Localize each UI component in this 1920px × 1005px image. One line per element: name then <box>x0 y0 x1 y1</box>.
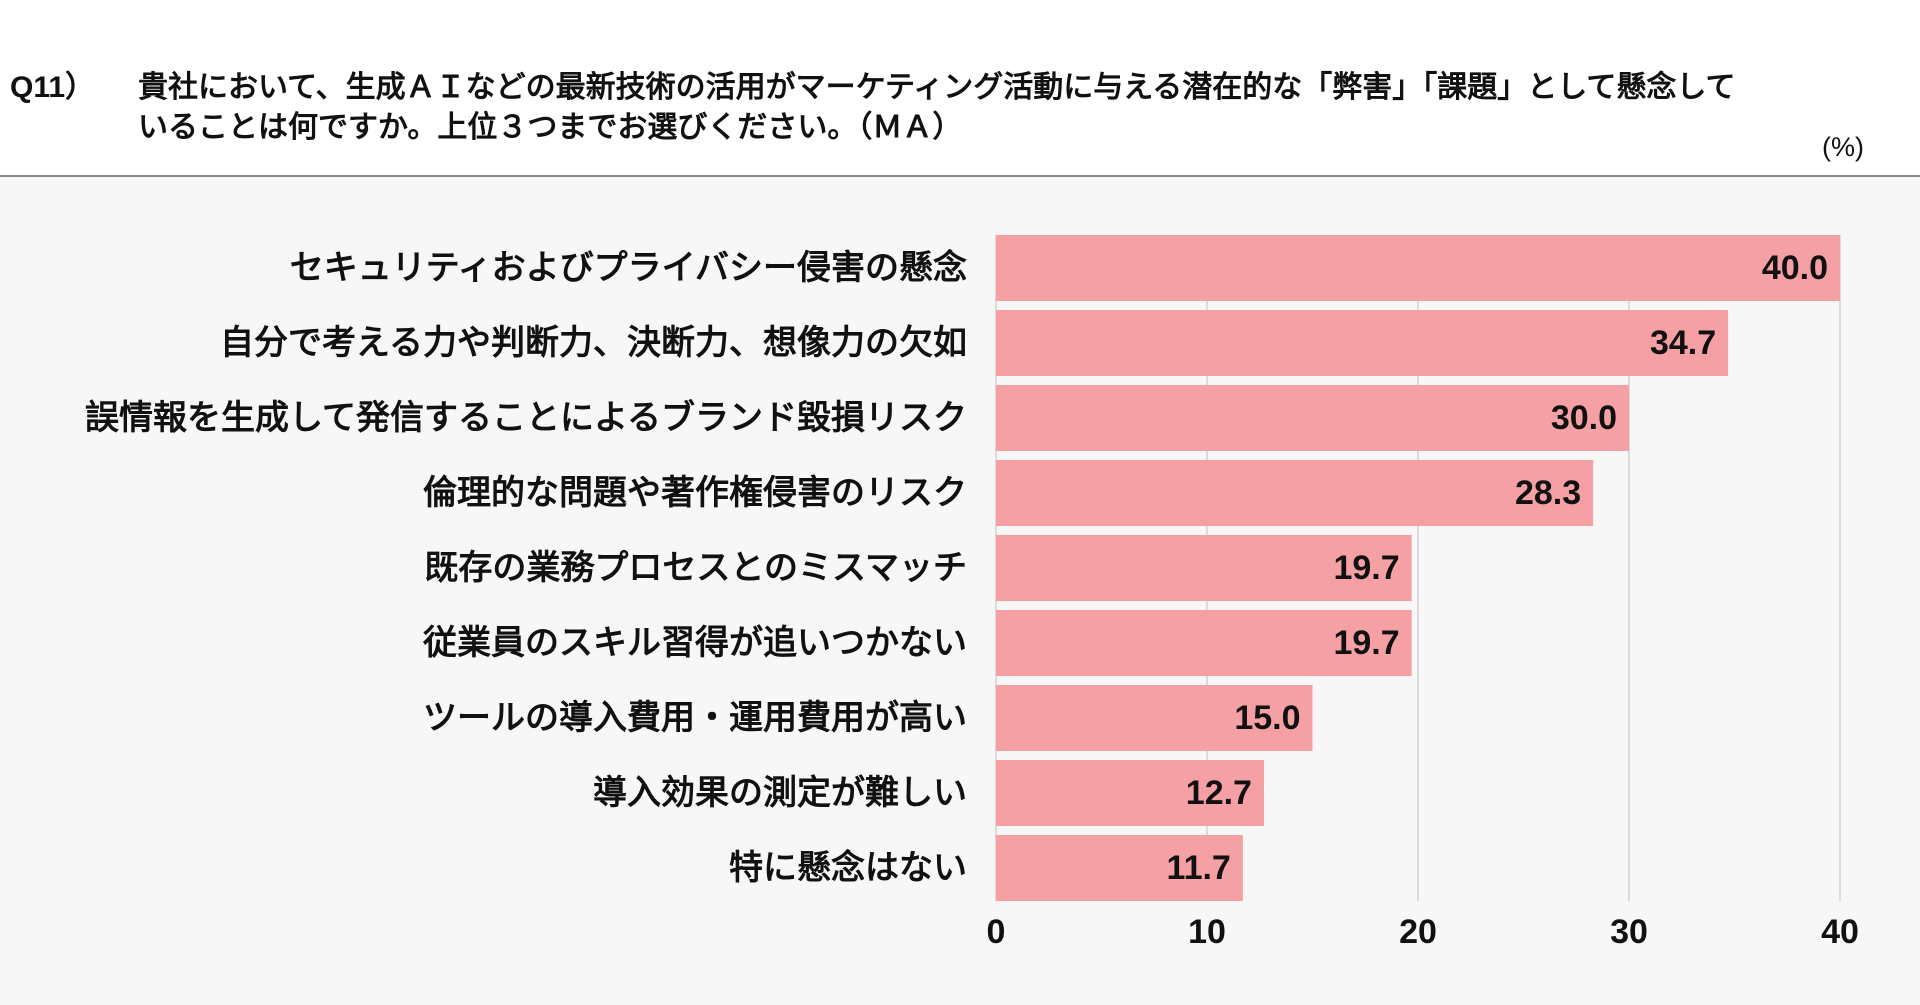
data-label: 12.7 <box>1186 774 1252 812</box>
x-tick-label: 30 <box>1610 913 1648 951</box>
category-label: セキュリティおよびプライバシー侵害の懸念 <box>290 248 967 287</box>
category-label: 導入効果の測定が難しい <box>593 774 967 812</box>
category-label: 倫理的な問題や著作権侵害のリスク <box>423 474 967 512</box>
bar <box>996 610 1412 676</box>
bar <box>996 535 1412 601</box>
bar <box>996 310 1729 376</box>
header-divider <box>0 175 1920 177</box>
x-tick-label: 20 <box>1399 913 1437 951</box>
bar <box>996 760 1264 826</box>
x-tick-label: 0 <box>987 913 1006 951</box>
category-label: 自分で考える力や判断力、決断力、想像力の欠如 <box>220 323 967 362</box>
question-line-1: 貴社において、生成ＡＩなどの最新技術の活用がマーケティング活動に与える潜在的な「… <box>138 71 1736 104</box>
unit-label: (%) <box>1822 132 1864 162</box>
question-header: Q11） 貴社において、生成ＡＩなどの最新技術の活用がマーケティング活動に与える… <box>0 0 1920 175</box>
question-number: Q11） <box>10 71 96 104</box>
category-labels: セキュリティおよびプライバシー侵害の懸念自分で考える力や判断力、決断力、想像力の… <box>85 248 967 887</box>
data-label: 15.0 <box>1234 699 1300 737</box>
x-axis-tick-labels: 0 10 20 30 40 <box>987 913 1859 951</box>
data-labels: 40.0 34.7 30.0 28.3 19.7 19.7 15.0 12.7 11.7 <box>1167 249 1828 887</box>
category-label: 誤情報を生成して発信することによるブランド毀損リスク <box>85 398 967 437</box>
question-line-2: いることは何ですか。上位３つまでお選びください。（ＭＡ） <box>138 111 963 144</box>
bars <box>996 235 1840 901</box>
data-label: 11.7 <box>1167 849 1231 887</box>
bar <box>996 685 1313 751</box>
chart-area: 40.0 34.7 30.0 28.3 19.7 19.7 15.0 12.7 11.7 セキュ… <box>0 177 1920 1005</box>
data-label: 30.0 <box>1551 399 1617 437</box>
x-tick-label: 40 <box>1821 913 1859 951</box>
bar <box>996 835 1243 901</box>
category-label: ツールの導入費用・運用費用が高い <box>423 699 967 737</box>
category-label: 特に懸念はない <box>729 848 967 887</box>
bar <box>996 235 1840 301</box>
data-label: 40.0 <box>1762 249 1828 287</box>
bar <box>996 385 1629 451</box>
data-label: 19.7 <box>1333 549 1399 587</box>
bar-chart: 40.0 34.7 30.0 28.3 19.7 19.7 15.0 12.7 11.7 セキュ… <box>85 235 1859 951</box>
data-label: 19.7 <box>1333 624 1399 662</box>
category-label: 既存の業務プロセスとのミスマッチ <box>424 549 967 587</box>
x-tick-label: 10 <box>1188 913 1226 951</box>
data-label: 28.3 <box>1515 474 1581 512</box>
category-label: 従業員のスキル習得が追いつかない <box>422 624 967 662</box>
bar <box>996 460 1594 526</box>
question-text: 貴社において、生成ＡＩなどの最新技術の活用がマーケティング活動に与える潜在的な「… <box>138 68 1736 148</box>
data-label: 34.7 <box>1650 324 1716 362</box>
